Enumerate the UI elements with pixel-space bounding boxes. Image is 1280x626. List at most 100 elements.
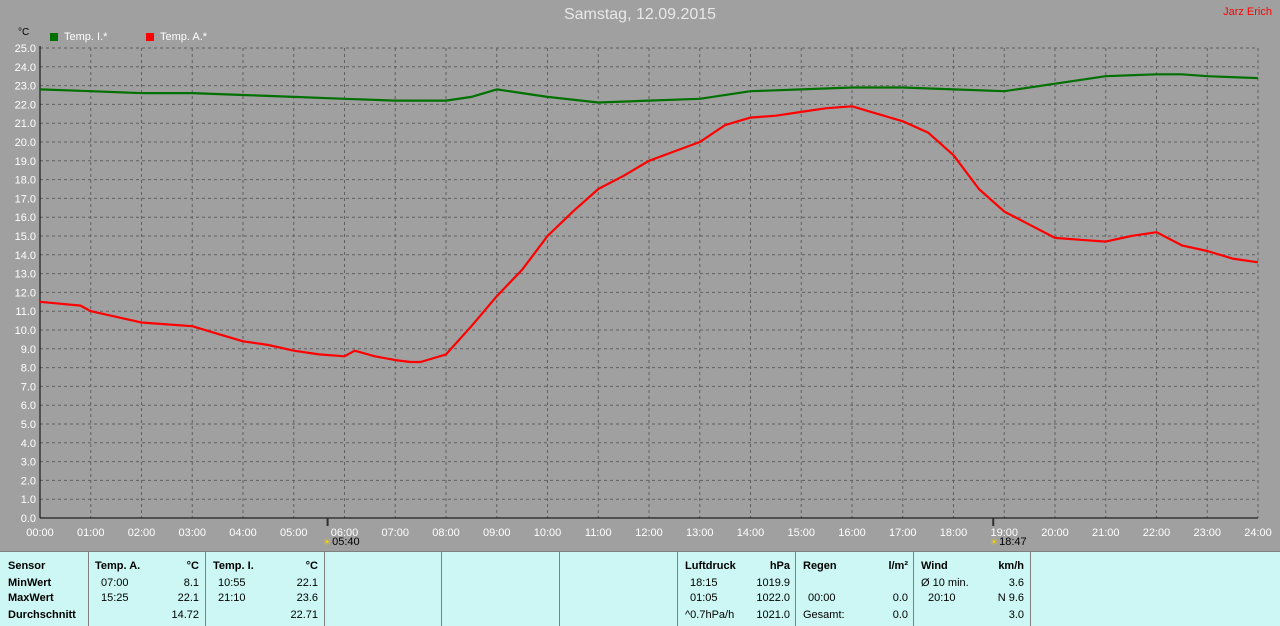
wind-column: Wind km/h Ø 10 min. 3.6 20:10 N 9.6 3.0: [913, 552, 1031, 626]
legend-swatch-green: [50, 33, 58, 41]
sunset-time: 18:47: [999, 536, 1027, 548]
legend-item-temp-a: Temp. A.*: [146, 31, 207, 43]
rain-total-label: Gesamt:: [803, 609, 845, 621]
y-tick-label: 21.0: [15, 118, 36, 130]
pressure-min: 1019.9: [756, 577, 790, 589]
y-tick-label: 1.0: [21, 494, 36, 506]
wind-header: Wind: [921, 560, 948, 572]
x-tick-label: 05:00: [280, 527, 308, 539]
temp-i-min: 22.1: [296, 577, 318, 589]
y-tick-label: 0.0: [21, 513, 36, 525]
temp-a-header: Temp. A.: [95, 560, 141, 572]
legend-label-temp-a: Temp. A.*: [160, 31, 208, 43]
pressure-max: 1022.0: [756, 592, 790, 604]
x-tick-label: 17:00: [889, 527, 917, 539]
y-tick-label: 2.0: [21, 475, 36, 487]
y-tick-label: 7.0: [21, 381, 36, 393]
temp-a-min: 8.1: [183, 577, 199, 589]
y-tick-label: 20.0: [15, 137, 36, 149]
y-tick-label: 22.0: [15, 99, 36, 111]
empty-column-1: [324, 552, 442, 626]
series-lines: [39, 73, 1259, 364]
temp-a-avg: 14.72: [171, 609, 199, 621]
sensor-header: Sensor: [8, 560, 46, 572]
x-tick-label: 19:00: [990, 527, 1018, 539]
y-tick-label: 19.0: [15, 156, 36, 168]
x-tick-label: 01:00: [77, 527, 105, 539]
x-tick-label: 10:00: [534, 527, 562, 539]
grid-lines: [39, 47, 1259, 519]
x-tick-label: 16:00: [838, 527, 866, 539]
legend-swatch-red: [146, 33, 154, 41]
y-tick-label: 10.0: [15, 325, 36, 337]
rain-unit: l/m²: [888, 560, 908, 572]
y-tick-label: 18.0: [15, 175, 36, 187]
axes: [39, 46, 1258, 526]
sunrise-marker: ☀ 05:40: [323, 536, 360, 548]
temp-a-unit: °C: [186, 560, 199, 572]
x-tick-label: 18:00: [940, 527, 968, 539]
x-tick-label: 23:00: [1193, 527, 1221, 539]
row-label-avg: Durchschnitt: [8, 609, 76, 621]
y-tick-label: 5.0: [21, 419, 36, 431]
rain-column: Regen l/m² 00:00 0.0 Gesamt: 0.0: [795, 552, 914, 626]
x-tick-label: 00:00: [26, 527, 54, 539]
temp-i-avg: 22.71: [290, 609, 318, 621]
wind-max-time: 20:10: [928, 592, 956, 604]
x-tick-label: 09:00: [483, 527, 511, 539]
empty-column-2: [441, 552, 560, 626]
wind-avg-label: Ø 10 min.: [921, 577, 969, 589]
pressure-min-time: 18:15: [690, 577, 718, 589]
x-tick-label: 15:00: [787, 527, 815, 539]
series-line-temp-i: [39, 73, 1259, 104]
x-tick-label: 13:00: [686, 527, 714, 539]
temp-a-column: Temp. A. °C 07:00 8.1 15:25 22.1 14.72: [88, 552, 205, 626]
legend-label-temp-i: Temp. I.*: [64, 31, 108, 43]
x-tick-label: 06:00: [331, 527, 359, 539]
y-tick-label: 9.0: [21, 344, 36, 356]
wind-max: N 9.6: [997, 592, 1024, 604]
pressure-current: 1021.0: [756, 609, 790, 621]
y-tick-label: 14.0: [15, 250, 36, 262]
temp-i-unit: °C: [305, 560, 318, 572]
x-tick-label: 11:00: [585, 527, 612, 539]
rain-header: Regen: [803, 560, 837, 572]
y-tick-label: 13.0: [15, 269, 36, 281]
x-tick-label: 12:00: [635, 527, 663, 539]
wind-avg: 3.6: [1008, 577, 1024, 589]
y-tick-label: 8.0: [21, 363, 36, 375]
sunset-icon: ☀: [990, 536, 999, 547]
y-tick-label: 3.0: [21, 457, 36, 469]
temperature-chart: 0.0 1.0 2.0 3.0 4.0 5.0 6.0 7.0 8.0 9.0 10.0 11.0 12…: [15, 43, 1272, 539]
x-tick-label: 04:00: [229, 527, 257, 539]
x-tick-label: 24:00: [1244, 527, 1272, 539]
x-tick-label: 07:00: [381, 527, 409, 539]
temp-a-max: 22.1: [177, 592, 199, 604]
rain-max: 0.0: [892, 592, 908, 604]
x-tick-label: 22:00: [1143, 527, 1171, 539]
temp-a-max-time: 15:25: [101, 592, 129, 604]
brand-label: Jarz Erich: [1223, 6, 1272, 18]
y-axis-unit: °C: [18, 27, 30, 38]
y-tick-label: 6.0: [21, 400, 36, 412]
stats-panel: Sensor MinWert MaxWert Durchschnitt Temp…: [0, 551, 1280, 626]
temp-i-column: Temp. I. °C 10:55 22.1 21:10 23.6 22.71: [205, 552, 324, 626]
x-tick-label: 03:00: [178, 527, 206, 539]
y-tick-label: 17.0: [15, 193, 36, 205]
legend-item-temp-i: Temp. I.*: [50, 31, 107, 43]
y-tick-label: 11.0: [15, 306, 36, 318]
pressure-column: Luftdruck hPa 18:15 1019.9 01:05 1022.0 …: [677, 552, 796, 626]
x-tick-label: 20:00: [1041, 527, 1069, 539]
y-tick-label: 4.0: [21, 438, 36, 450]
x-tick-label: 14:00: [737, 527, 765, 539]
y-tick-label: 23.0: [15, 81, 36, 93]
rain-max-time: 00:00: [808, 592, 836, 604]
y-tick-label: 12.0: [15, 287, 36, 299]
y-tick-label: 16.0: [15, 212, 36, 224]
wind-unit: km/h: [998, 560, 1024, 572]
chart-title: Samstag, 12.09.2015: [563, 6, 717, 23]
empty-column-3: [559, 552, 678, 626]
sunrise-icon: ☀: [323, 536, 332, 547]
tick-labels: 0.0 1.0 2.0 3.0 4.0 5.0 6.0 7.0 8.0 9.0 10.0 11.0 12…: [15, 43, 1272, 539]
temp-a-min-time: 07:00: [101, 577, 129, 589]
